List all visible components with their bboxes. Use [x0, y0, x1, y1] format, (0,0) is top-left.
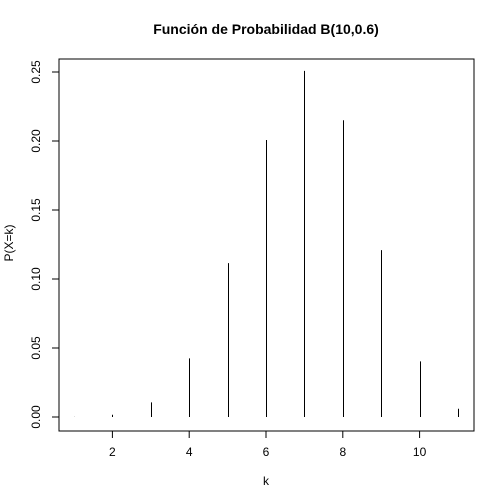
chart-title: Función de Probabilidad B(10,0.6)	[153, 21, 379, 37]
y-tick-label: 0.15	[29, 198, 43, 222]
probability-lines	[74, 70, 459, 417]
x-tick-label: 10	[413, 445, 427, 459]
y-tick-label: 0.25	[29, 60, 43, 84]
x-tick-label: 4	[186, 445, 193, 459]
y-tick-label: 0.05	[29, 336, 43, 360]
x-tick-label: 8	[339, 445, 346, 459]
x-tick-label: 6	[263, 445, 270, 459]
y-tick-label: 0.00	[29, 405, 43, 429]
y-axis-label: P(X=k)	[2, 224, 16, 261]
y-tick-label: 0.10	[29, 267, 43, 291]
y-tick-label: 0.20	[29, 129, 43, 153]
x-tick-label: 2	[109, 445, 116, 459]
x-axis-label: k	[263, 474, 270, 488]
y-axis: 0.00 0.05 0.10 0.15 0.20 0.25	[29, 60, 59, 429]
x-axis: 2 4 6 8 10	[109, 431, 427, 459]
